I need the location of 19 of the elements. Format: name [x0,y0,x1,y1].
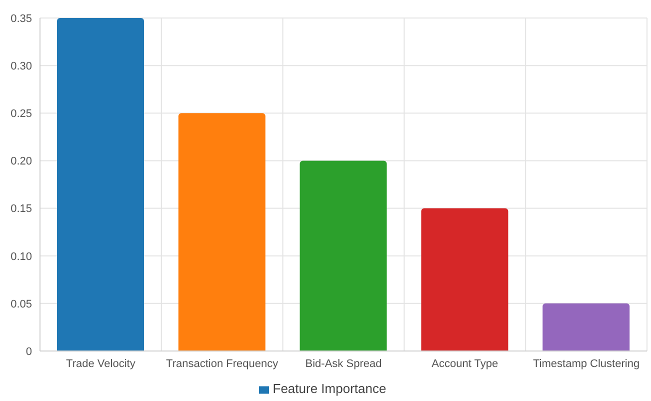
bar [56,18,144,351]
bar [542,303,630,351]
x-tick-label: Account Type [432,358,498,370]
legend-label: Feature Importance [272,381,386,396]
y-tick-label: 0.20 [10,156,32,168]
y-tick-label: 0.35 [10,12,32,25]
x-tick-label: Trade Velocity [66,358,136,370]
bar [178,113,266,351]
y-tick-label: 0.05 [10,298,32,310]
bar [300,160,387,351]
bar [421,208,508,351]
y-tick-label: 0 [26,346,32,358]
y-tick-label: 0.10 [10,250,32,263]
y-tick-label: 0.25 [10,108,32,120]
x-tick-label: Bid-Ask Spread [305,358,382,370]
y-tick-label: 0.30 [10,60,32,72]
y-tick-label: 0.15 [10,203,32,216]
x-tick-label: Transaction Frequency [166,358,279,370]
x-tick-label: Timestamp Clustering [533,358,640,370]
